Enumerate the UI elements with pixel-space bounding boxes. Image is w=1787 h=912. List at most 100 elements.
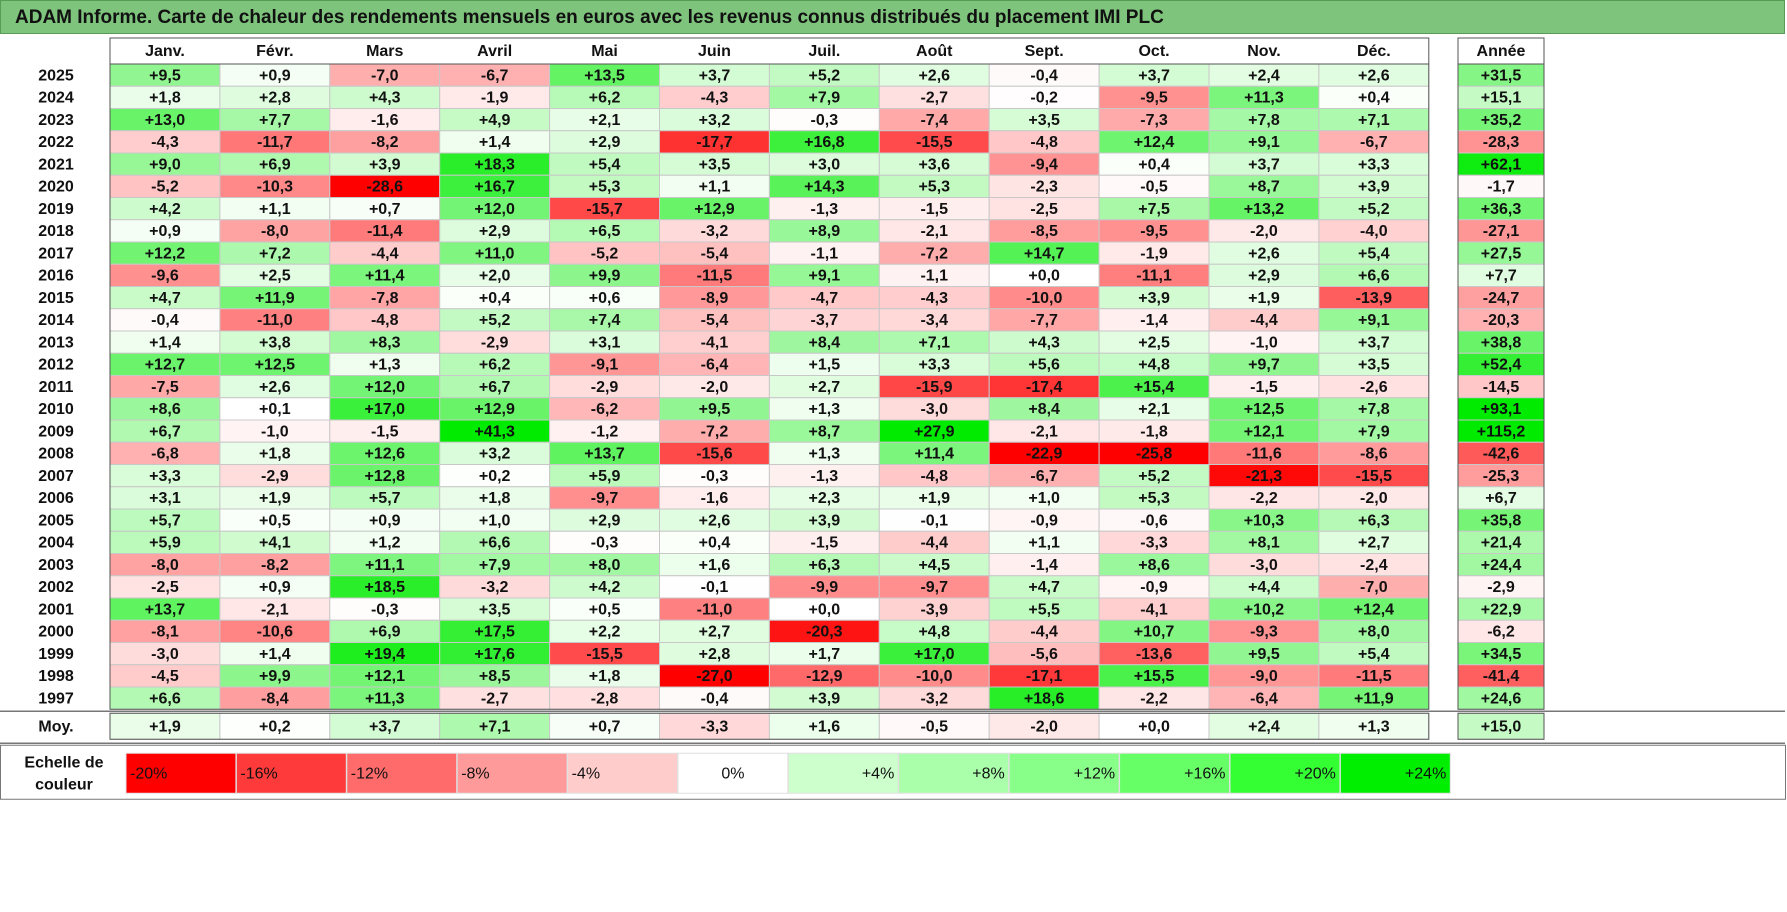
cell-value: +15,5 [1134,668,1175,685]
cell-value: +12,4 [1354,601,1395,618]
annual-value: -2,9 [1487,579,1515,596]
cell-value: +4,8 [918,624,950,641]
cell-value: +9,5 [1248,646,1280,663]
cell-value: +6,2 [589,90,621,107]
average-annual-value: +15,0 [1481,718,1522,735]
cell-value: +17,0 [914,646,955,663]
cell-value: +8,6 [1138,557,1170,574]
cell-value: +11,9 [1354,690,1394,707]
cell-value: +2,9 [589,134,621,151]
cell-value: +0,7 [369,201,401,218]
cell-value: -0,9 [1030,512,1058,529]
legend-label-line2: couleur [35,776,93,793]
cell-value: +2,9 [589,512,621,529]
cell-value: +2,8 [699,646,731,663]
cell-value: +1,0 [1028,490,1060,507]
cell-value: -4,3 [920,290,948,307]
cell-value: -2,5 [1030,201,1058,218]
cell-value: +7,4 [589,312,621,329]
row-year-2020: 2020 [38,179,74,196]
cell-value: +8,4 [809,334,841,351]
cell-value: +5,2 [1358,201,1390,218]
cell-value: +3,2 [699,112,731,129]
cell-value: +6,9 [259,156,291,173]
cell-value: -0,6 [1140,512,1168,529]
cell-value: +4,9 [479,112,511,129]
row-year-1999: 1999 [38,646,74,663]
cell-value: +7,2 [259,245,291,262]
cell-value: +0,6 [589,290,621,307]
cell-value: -0,3 [591,535,619,552]
cell-value: +16,8 [804,134,845,151]
cell-value: -1,5 [920,201,948,218]
month-header-frame [109,37,1430,65]
month-header-6: Juil. [808,43,840,60]
cell-value: +2,7 [699,624,731,641]
cell-value: +12,8 [365,468,406,485]
cell-value: -9,7 [591,490,619,507]
cell-value: +3,0 [809,156,841,173]
cell-value: +11,9 [255,290,295,307]
annual-value: +35,2 [1481,112,1522,129]
average-label: Moy. [38,718,73,735]
legend-label: -16% [240,765,277,782]
cell-value: -9,0 [1250,668,1278,685]
cell-value: +0,4 [1138,156,1170,173]
cell-value: +8,9 [809,223,841,240]
cell-value: -4,4 [1030,624,1058,641]
month-header-8: Sept. [1025,43,1064,60]
cell-value: -15,5 [586,646,623,663]
cell-value: -17,7 [696,134,733,151]
cell-value: +11,1 [365,557,405,574]
average-value: +2,4 [1248,718,1280,735]
cell-value: -1,6 [701,490,729,507]
month-header-7: Août [916,43,953,60]
cell-value: +3,3 [918,357,950,374]
cell-value: +4,7 [1028,579,1060,596]
annual-grid-frame [1457,63,1545,710]
cell-value: -8,0 [261,223,289,240]
cell-value: -5,2 [151,179,179,196]
cell-value: -1,3 [811,468,839,485]
cell-value: -1,3 [811,201,839,218]
month-header-9: Oct. [1138,43,1169,60]
cell-value: -2,2 [1140,690,1168,707]
row-year-2023: 2023 [38,112,74,129]
cell-value: -1,4 [1030,557,1058,574]
average-frame [109,712,1430,740]
cell-value: -8,9 [701,290,729,307]
cell-value: +1,8 [589,668,621,685]
average-annual-frame [1457,712,1545,740]
cell-value: +5,9 [589,468,621,485]
cell-value: -1,5 [371,423,399,440]
grid-frame [109,63,1430,710]
cell-value: +10,2 [1244,601,1285,618]
average-cell [1208,712,1320,740]
cell-value: +13,7 [145,601,186,618]
cell-value: +3,7 [1358,334,1390,351]
legend-swatch [1229,752,1341,794]
cell-value: -3,2 [920,690,948,707]
cell-value: +9,1 [809,268,841,285]
cell-value: -5,4 [701,245,729,262]
cell-value: +11,4 [914,446,954,463]
legend-swatch [787,752,899,794]
cell-value: +5,4 [1358,646,1390,663]
cell-value: -9,5 [1140,223,1168,240]
cell-value: +6,5 [589,223,621,240]
cell-value: +1,7 [809,646,841,663]
cell-value: +2,6 [1248,245,1280,262]
cell-value: -17,4 [1026,379,1063,396]
cell-value: +13,2 [1244,201,1285,218]
cell-value: -2,6 [1360,379,1388,396]
average-value: -0,5 [920,718,948,735]
cell-value: -0,4 [151,312,179,329]
cell-value: +0,9 [369,512,401,529]
cell-value: -12,9 [806,668,843,685]
cell-value: +9,5 [699,401,731,418]
annual-value: -6,2 [1487,624,1515,641]
row-year-2002: 2002 [38,579,74,596]
row-year-2006: 2006 [38,490,74,507]
cell-value: +4,7 [149,290,181,307]
annual-value: -20,3 [1483,312,1520,329]
